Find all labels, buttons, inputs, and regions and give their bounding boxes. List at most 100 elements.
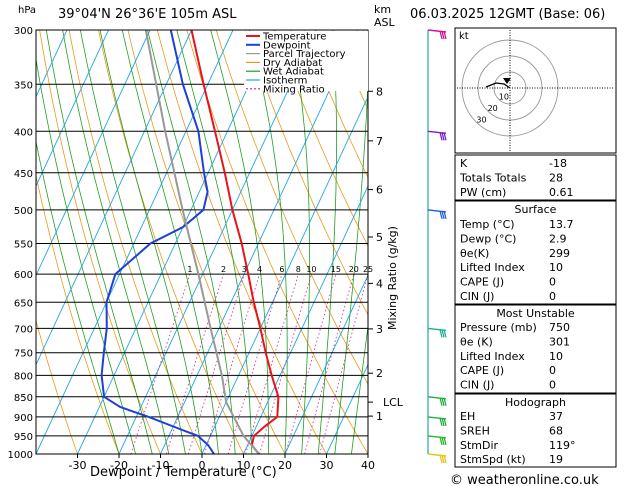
wet-adiabats: [36, 30, 368, 454]
credit-text: © weatheronline.co.uk: [450, 473, 599, 486]
isotherm-line: [77, 30, 275, 454]
pressure-tick-label: 450: [14, 169, 33, 180]
hodograph-ring-label: 20: [488, 104, 498, 113]
wind-barb-flag: [443, 417, 447, 427]
most-unstable-row-value: 0: [549, 364, 556, 377]
mixing-ratio-label: 2: [221, 265, 226, 274]
pressure-tick-label: 900: [14, 413, 33, 424]
temperature-tick-label: -10: [152, 459, 170, 472]
hodograph-table-row-label: SREH: [460, 424, 490, 437]
isotherm-line: [118, 30, 317, 454]
wind-barb-900: [427, 416, 447, 427]
height-tick-label: 7: [376, 135, 383, 148]
mixing-ratio-label: 8: [296, 265, 301, 274]
hodograph-table-row-value: 68: [549, 424, 563, 437]
isotherm-line: [36, 30, 68, 98]
km-unit-label: km: [374, 3, 391, 16]
pressure-tick-label: 700: [14, 324, 33, 335]
wind-barb-shaft: [427, 396, 447, 400]
hodograph-ring-label: 30: [476, 116, 486, 125]
surface-row-label: Dewp (°C): [460, 232, 516, 245]
hodograph-table-row-value: 119°: [549, 439, 576, 452]
mixing-ratio-label: 3: [242, 265, 247, 274]
pressure-tick-label: 300: [14, 26, 33, 37]
wet-adiabat-line: [210, 30, 269, 454]
hodograph-table-row-label: EH: [460, 410, 475, 423]
mixing-ratio-label: 25: [363, 265, 373, 274]
hodograph-table-row-value: 19: [549, 453, 563, 466]
mixing-ratio-label: 10: [306, 265, 316, 274]
hodograph-table-title: Hodograph: [505, 396, 566, 409]
wind-barb-shaft: [427, 327, 447, 332]
temperature-tick-label: 20: [278, 459, 292, 472]
height-tick-label: 6: [376, 184, 383, 197]
mixing-ratio-label: 20: [349, 265, 359, 274]
height-tick-label: 1: [376, 410, 383, 423]
wind-barb-flag: [441, 30, 445, 40]
isotherms: [36, 30, 368, 454]
wet-adiabat-line: [351, 323, 368, 454]
wind-barb-1000: [427, 453, 447, 464]
hodograph-unit: kt: [459, 31, 469, 42]
index-row-label: PW (cm): [460, 186, 506, 199]
index-row-value: -18: [549, 157, 567, 170]
isotherm-line: [243, 184, 368, 454]
wind-barb-flag: [441, 397, 445, 406]
wind-barb-flag: [439, 210, 443, 220]
wet-adiabat-line: [80, 30, 186, 454]
wind-barb-flag: [441, 417, 445, 427]
temperature-tick-label: 0: [199, 459, 206, 472]
sounding-series: [100, 30, 280, 454]
mixing-ratio-line: [166, 273, 224, 454]
isotherm-line: [284, 274, 368, 454]
wind-barbs: [427, 29, 447, 464]
pressure-tick-label: 1000: [8, 450, 33, 461]
wind-barb-950: [427, 435, 447, 446]
wind-barb-flag: [439, 397, 443, 406]
pressure-unit-label: hPa: [18, 5, 36, 16]
height-tick-label: 4: [376, 277, 383, 290]
most-unstable-row-value: 750: [549, 321, 570, 334]
hodograph-ring-label: 10: [499, 93, 509, 102]
surface-row-label: CIN (J): [460, 290, 494, 303]
hodograph-ring: [493, 71, 527, 105]
mixing-ratio-labels: 1 2 3 4 6 8 10 15 20 25: [187, 265, 373, 274]
surface-row-label: CAPE (J): [460, 276, 504, 289]
wind-barb-flag: [439, 329, 443, 338]
surface-row-value: 299: [549, 247, 570, 260]
lcl-label: LCL: [383, 396, 404, 409]
most-unstable-title: Most Unstable: [496, 307, 575, 320]
surface-row-value: 13.7: [549, 218, 574, 231]
hodograph-frame: [454, 27, 617, 154]
legend-background: [244, 31, 368, 91]
pressure-tick-label: 950: [14, 432, 33, 443]
height-tick-label: 8: [376, 85, 383, 98]
most-unstable-row-label: θe (K): [460, 335, 493, 348]
mixing-ratio-line: [204, 273, 260, 454]
pressure-lines: [36, 30, 368, 454]
mixing-ratio-lines: [130, 273, 368, 454]
storm-motion-marker: [503, 78, 511, 84]
series-dewpoint: [100, 30, 215, 454]
wind-barb-flag: [443, 30, 447, 40]
most-unstable-row-label: CIN (J): [460, 379, 494, 392]
indices-box: [454, 154, 617, 201]
isotherm-line: [201, 95, 368, 454]
wind-barb-flag: [441, 132, 445, 141]
most-unstable-row-value: 10: [549, 350, 563, 363]
wind-barb-shaft: [427, 209, 447, 213]
temperature-tick-label: 40: [361, 459, 375, 472]
surface-row-label: Lifted Index: [460, 261, 525, 274]
x-axis-label: Dewpoint / Temperature (°C): [90, 465, 277, 480]
wind-barb-flag: [441, 210, 445, 220]
wind-barb-flag: [443, 329, 447, 338]
surface-row-value: 0: [549, 290, 556, 303]
wind-barb-flag: [443, 436, 447, 446]
legend-label: Mixing Ratio: [263, 84, 325, 95]
pressure-tick-label: 650: [14, 298, 33, 309]
